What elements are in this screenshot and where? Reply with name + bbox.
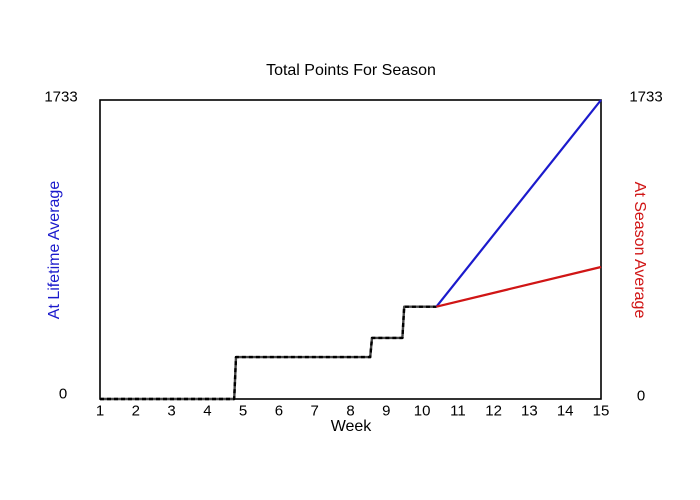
x-axis-title: Week: [330, 418, 372, 435]
plot-frame: [99, 99, 602, 400]
actual-points-line: [100, 305, 437, 401]
chart-title: Total Points For Season: [266, 62, 436, 79]
season-average-line: [436, 265, 602, 308]
left-axis-max-label: 1733: [44, 88, 78, 106]
right-axis-min-label: 0: [636, 387, 646, 405]
lifetime-average-line: [435, 99, 602, 308]
left-axis-min-label: 0: [58, 385, 68, 403]
actual-points-line-dash-overlay: [100, 305, 437, 401]
right-axis-max-label: 1733: [629, 88, 663, 106]
